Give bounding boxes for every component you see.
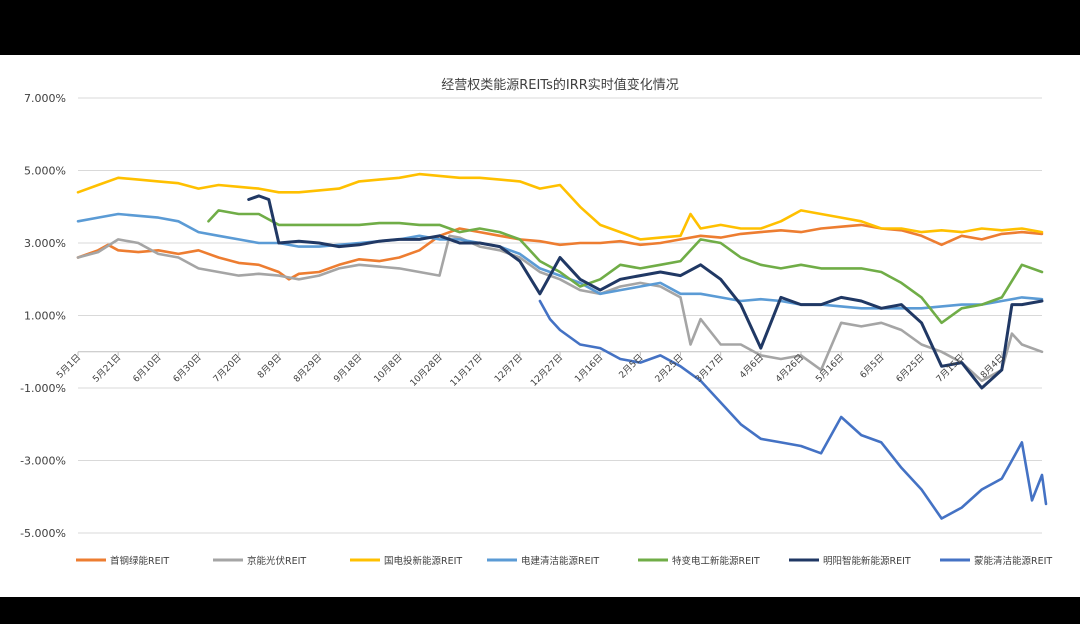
series-line-1 [76, 234, 1044, 383]
chart-panel: 经营权类能源REITs的IRR实时值变化情况 7.000% 5.000% 3.000… [0, 55, 1080, 597]
x-tick-label: 10月28日 [408, 352, 445, 389]
series-line-4 [207, 209, 1044, 325]
x-tick-label: 10月8日 [372, 352, 405, 385]
legend: 首钢绿能REIT 京能光伏REIT 国电投新能源REIT 电建清洁能源REIT 特变电工… [76, 555, 1052, 567]
y-tick-label: 1.000% [24, 310, 66, 323]
gridlines [77, 97, 1042, 534]
series-line-5 [247, 194, 1044, 390]
legend-label: 京能光伏REIT [247, 555, 306, 567]
x-axis-ticks: 5月1日 5月21日 6月10日 6月30日 7月20日 8月9日 8月29日 9月18日 10… [55, 352, 1007, 389]
x-tick-label: 11月17日 [448, 352, 485, 389]
x-tick-label: 6月30日 [171, 352, 204, 385]
x-tick-label: 2月5日 [617, 352, 646, 381]
y-tick-label: -1.000% [20, 382, 66, 395]
legend-label: 蒙能清洁能源REIT [974, 555, 1052, 567]
x-tick-label: 4月6日 [737, 352, 766, 381]
line-chart: 经营权类能源REITs的IRR实时值变化情况 7.000% 5.000% 3.000… [20, 77, 1052, 567]
x-tick-label: 5月21日 [91, 352, 124, 385]
x-tick-label: 6月5日 [858, 352, 887, 381]
legend-label: 特变电工新能源REIT [672, 555, 760, 567]
legend-label: 国电投新能源REIT [384, 555, 462, 567]
x-tick-label: 12月7日 [492, 352, 525, 385]
legend-label: 首钢绿能REIT [110, 555, 169, 567]
series-line-2 [76, 172, 1044, 241]
chart-title: 经营权类能源REITs的IRR实时值变化情况 [441, 77, 679, 93]
x-tick-label: 3月17日 [693, 352, 726, 385]
x-tick-label: 8月29日 [291, 352, 324, 385]
x-tick-label: 7月20日 [211, 352, 244, 385]
x-tick-label: 9月18日 [332, 352, 365, 385]
x-tick-label: 8月9日 [255, 352, 284, 381]
x-tick-label: 12月27日 [528, 352, 565, 389]
y-tick-label: -3.000% [20, 455, 66, 468]
x-tick-label: 5月1日 [55, 352, 84, 381]
y-tick-label: 5.000% [24, 165, 66, 178]
y-tick-label: -5.000% [20, 527, 66, 540]
x-tick-label: 6月25日 [894, 352, 927, 385]
series-line-6 [538, 299, 1048, 520]
legend-label: 电建清洁能源REIT [521, 555, 599, 567]
series-lines [76, 172, 1048, 520]
y-tick-label: 3.000% [24, 237, 66, 250]
y-tick-label: 7.000% [24, 92, 66, 105]
x-tick-label: 6月10日 [131, 352, 164, 385]
legend-label: 明阳智能新能源REIT [823, 555, 911, 567]
x-tick-label: 1月16日 [573, 352, 606, 385]
y-axis-ticks: 7.000% 5.000% 3.000% 1.000% -1.000% -3.000% -5… [20, 92, 66, 540]
